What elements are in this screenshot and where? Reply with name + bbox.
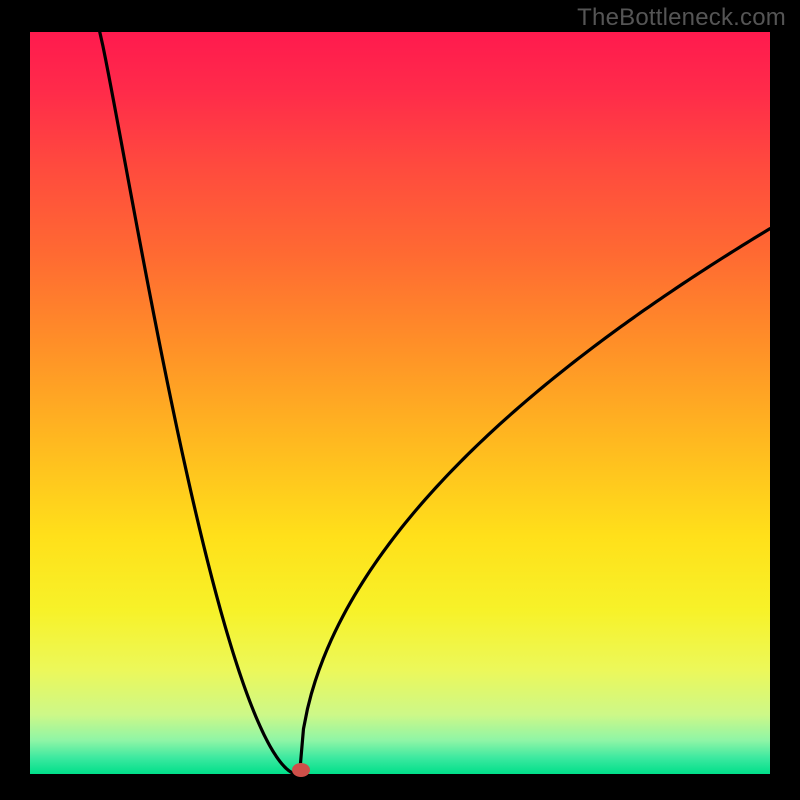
watermark: TheBottleneck.com bbox=[577, 4, 786, 32]
chart-plot-area bbox=[30, 32, 770, 774]
bottleneck-curve bbox=[30, 32, 770, 774]
optimum-marker bbox=[292, 763, 310, 777]
